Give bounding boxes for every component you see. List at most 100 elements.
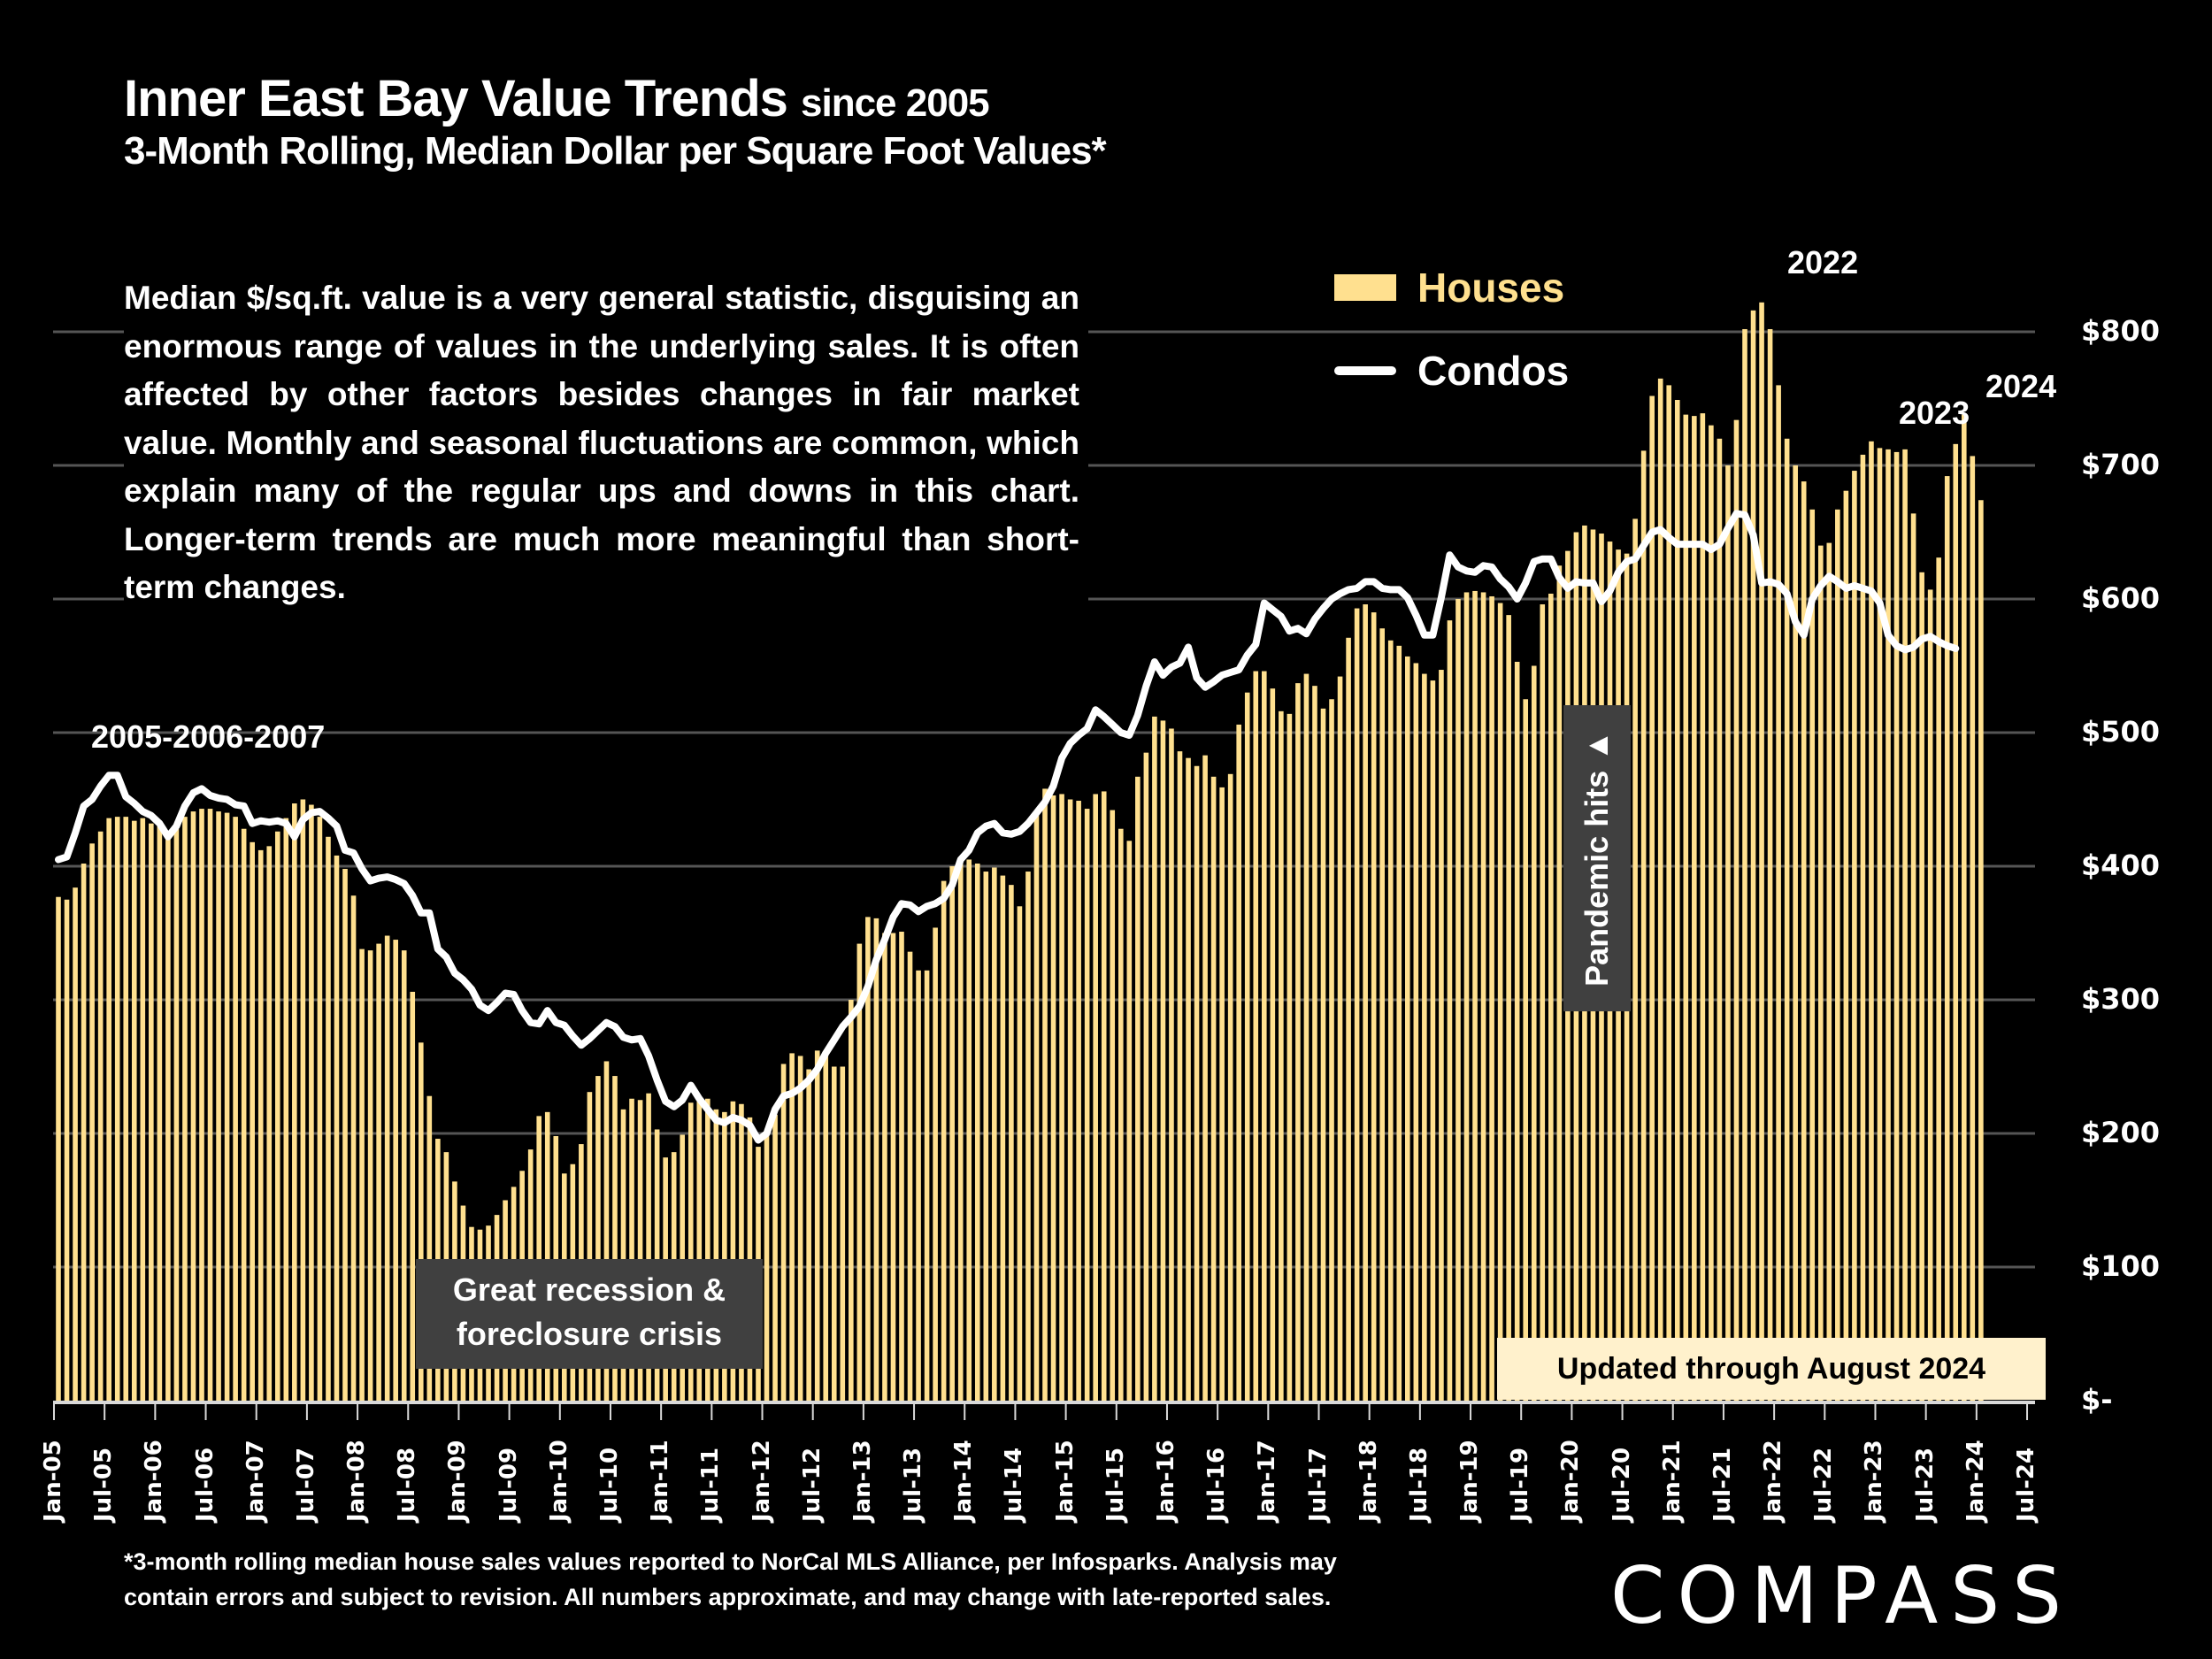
houses-bar [1910,513,1916,1401]
x-tick-label: Jan-15 [1051,1440,1079,1522]
houses-bar [1759,302,1764,1401]
houses-bar [1657,378,1663,1402]
legend: Houses Condos [1334,257,1569,423]
houses-bar [1084,809,1090,1401]
houses-bar [89,843,95,1401]
x-tick-label: Jan-08 [343,1440,371,1522]
houses-bar [687,1102,694,1401]
houses-bar [224,812,230,1401]
x-tick-label: Jan-05 [40,1440,66,1522]
houses-bar [1455,599,1461,1401]
houses-bar [207,809,213,1401]
houses-bar [1050,795,1056,1401]
houses-bar [1970,456,1976,1402]
houses-bar [1422,673,1427,1401]
houses-bar [1387,640,1394,1401]
houses-bar [1337,676,1343,1401]
x-tick-label: Jul-19 [1507,1447,1534,1522]
houses-bar [1843,490,1849,1402]
houses-bar [933,927,938,1401]
houses-bar [274,831,280,1401]
houses-bar [233,817,238,1401]
houses-bar [722,1111,727,1401]
houses-bar [629,1098,634,1401]
x-tick-label: Jul-10 [595,1447,623,1522]
houses-bar [190,811,196,1401]
houses-bar [1126,841,1133,1401]
houses-bar [1000,875,1006,1401]
houses-bar [157,826,163,1401]
houses-bar [1666,385,1672,1401]
houses-bar [1809,509,1816,1401]
condos-line [55,510,1960,1144]
chart-subtitle: 3-Month Rolling, Median Dollar per Squar… [124,129,1107,173]
x-tick-label: Jan-19 [1456,1440,1484,1522]
x-tick-label: Jan-23 [1861,1440,1888,1522]
chart-title: Inner East Bay Value Trends since 2005 [124,69,990,128]
houses-bar [1556,565,1563,1401]
houses-bar [1177,751,1183,1401]
houses-bar [342,869,348,1401]
houses-bar [780,1064,787,1401]
houses-bar [1371,612,1377,1401]
houses-bar [1826,542,1832,1401]
pandemic-label: Pandemic hits ▲ [1578,730,1615,987]
houses-bar [350,895,357,1401]
houses-bar [106,818,111,1401]
houses-bar [1506,615,1511,1401]
houses-bar [1405,656,1410,1401]
houses-bar [1160,720,1166,1401]
houses-bar [849,1000,854,1401]
houses-bar [1447,620,1453,1401]
x-tick-label: Jan-11 [647,1440,674,1522]
houses-bar [1869,441,1874,1401]
x-tick-label: Jul-07 [292,1447,319,1522]
houses-bar [1017,906,1023,1401]
houses-bar [637,1100,643,1401]
houses-bar [1489,595,1494,1401]
houses-bar [730,1101,736,1401]
houses-bar [1303,673,1310,1401]
houses-bar [393,940,398,1401]
houses-bar [899,931,904,1401]
annotation-2022: 2022 [1787,244,1859,280]
houses-bar [823,1056,829,1401]
houses-bar [1683,414,1689,1401]
houses-bar [1927,589,1933,1401]
y-tick-label: $- [2081,1383,2113,1417]
houses-bar [907,951,913,1401]
houses-bar [1261,671,1267,1401]
houses-bar [747,1117,753,1401]
y-tick-label: $500 [2081,715,2161,749]
houses-bar [1143,752,1149,1401]
houses-bar [1886,449,1891,1401]
houses-bar [257,849,264,1401]
houses-bar [873,918,879,1401]
houses-bar [1152,716,1157,1401]
houses-bar [250,841,255,1401]
houses-bar [266,846,273,1401]
houses-bar [1076,801,1081,1401]
houses-bar [1497,603,1503,1401]
houses-bar [1978,500,1984,1401]
houses-bar [1640,450,1647,1401]
houses-bar [1286,713,1293,1401]
houses-bar [1033,815,1040,1401]
houses-bar [1463,592,1470,1401]
houses-bar [612,1076,618,1401]
houses-bar [426,1095,433,1401]
houses-bar [1413,663,1419,1401]
y-tick-label: $600 [2081,581,2161,615]
houses-bar [1430,680,1436,1401]
houses-bar [1202,755,1208,1401]
houses-bar [1244,692,1250,1401]
houses-bar [1709,425,1714,1402]
houses-bar [149,823,154,1401]
houses-bar [1700,413,1706,1401]
legend-item-condos: Condos [1334,340,1569,402]
houses-bar [544,1111,550,1401]
houses-bar [1860,454,1866,1402]
houses-bar [1110,810,1116,1401]
houses-bar [966,859,972,1401]
houses-bar [957,856,964,1401]
